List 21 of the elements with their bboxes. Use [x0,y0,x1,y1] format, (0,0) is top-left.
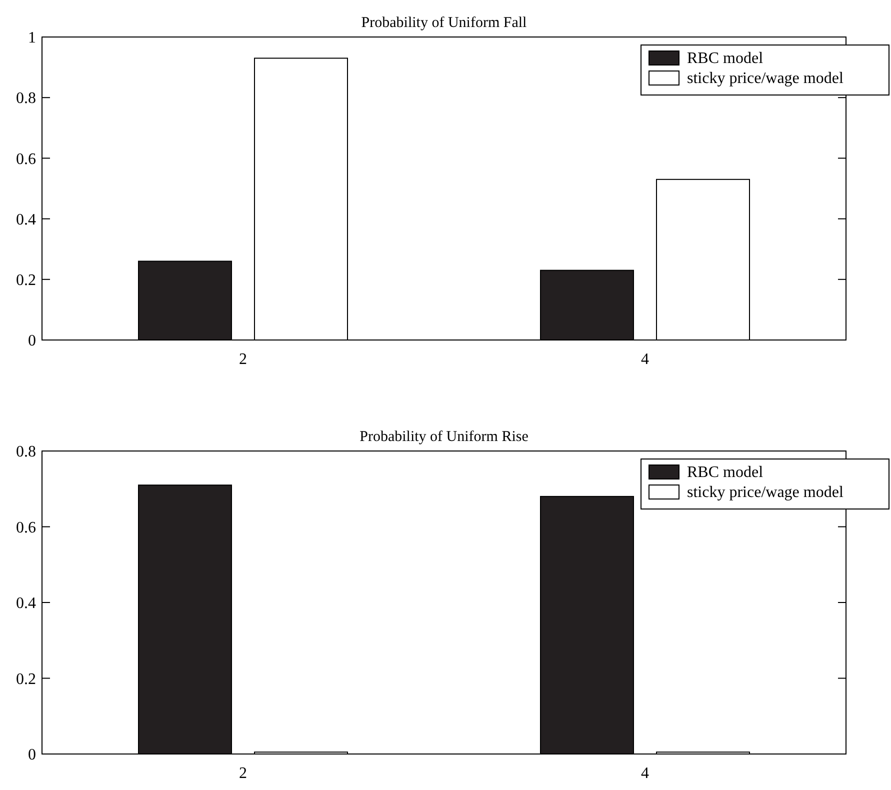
y-tick-label: 0.4 [16,595,36,612]
legend-label: sticky price/wage model [687,484,844,501]
y-tick-label: 0 [28,332,36,350]
x-tick-label: 2 [239,351,247,368]
y-tick-label: 0.6 [16,519,36,536]
y-tick-label: 0.4 [16,211,36,228]
y-tick-label: 0.8 [16,444,36,461]
x-tick-label: 2 [239,765,247,782]
x-tick-label: 4 [641,765,649,782]
y-tick-label: 0.6 [16,150,36,168]
chart-title: Probability of Uniform Fall [361,15,527,31]
legend-label: sticky price/wage model [687,70,844,87]
legend-label: RBC model [687,50,764,67]
legend-label: RBC model [687,464,764,481]
y-tick-label: 1 [28,30,36,47]
y-tick-label: 0.2 [16,670,36,688]
y-tick-label: 0.8 [16,90,36,108]
chart-title: Probability of Uniform Rise [360,429,529,445]
x-tick-label: 4 [641,351,649,368]
y-tick-label: 0.2 [16,272,36,289]
y-tick-label: 0 [28,746,36,764]
